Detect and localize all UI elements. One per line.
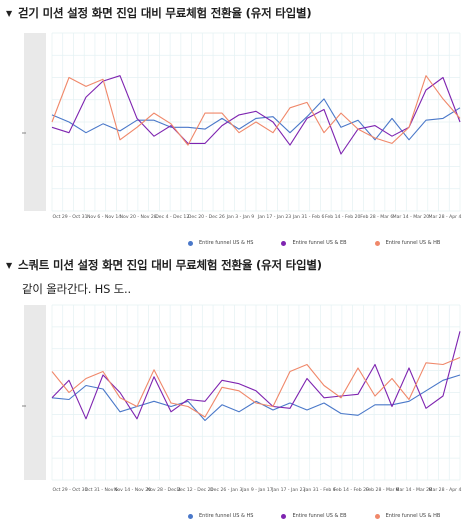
x-tick-label: Feb 28 - Mar 6	[366, 487, 399, 493]
chart-legend: Entire funnel US & HS Entire funnel US &…	[188, 240, 440, 246]
series-line-1	[51, 374, 461, 422]
x-tick-label: Dec 12 - Dec 20	[177, 487, 214, 493]
x-tick-label: Mar 14 - Mar 20	[395, 487, 432, 493]
legend-dot-hs	[188, 513, 193, 519]
legend-dot-hb	[374, 513, 380, 519]
y-axis-panel	[24, 305, 46, 480]
section-note: 같이 올라간다. HS 도..	[22, 282, 131, 296]
x-tick-label: Jan 31 - Feb 6	[292, 214, 325, 220]
x-tick-label: Mar 28 - Apr 4	[429, 214, 462, 220]
legend-item-hs[interactable]: Entire funnel US & HS	[188, 240, 253, 246]
legend-item-eb[interactable]: Entire funnel US & EB	[281, 513, 347, 519]
x-tick-label: Nov 6 - Nov 14	[87, 214, 121, 220]
collapse-triangle-icon[interactable]: ▼	[6, 8, 12, 18]
x-tick-label: Nov 14 - Nov 20	[114, 487, 151, 493]
legend-dot-eb	[281, 513, 287, 519]
section-title-text: 걷기 미션 설정 화면 진입 대비 무료체험 전환율 (유저 타입별)	[18, 6, 312, 20]
legend-label-eb: Entire funnel US & EB	[292, 513, 347, 519]
chart-squat-conversion: Oct 29 - Oct 31 Oct 31 - Nov 6 Nov 14 - No…	[22, 300, 468, 526]
legend-dot-hb	[374, 240, 380, 246]
legend-label-eb: Entire funnel US & EB	[292, 240, 347, 246]
section-title-text: 스쿼트 미션 설정 화면 진입 대비 무료체험 전환율 (유저 타입별)	[18, 258, 322, 272]
x-tick-label: Dec 4 - Dec 12	[155, 214, 189, 220]
x-tick-label: Jan 17 - Jan 23	[257, 214, 291, 220]
x-tick-label: Mar 28 - Apr 4	[429, 487, 462, 493]
legend-item-hb[interactable]: Entire funnel US & HB	[374, 513, 441, 519]
legend-dot-eb	[281, 240, 287, 246]
x-tick-label: Dec 26 - Jan 3	[210, 487, 242, 493]
legend-item-eb[interactable]: Entire funnel US & EB	[281, 240, 347, 246]
x-tick-label: Jan 3 - Jan 9	[226, 214, 255, 220]
x-tick-label: Feb 14 - Feb 20	[334, 487, 370, 493]
series-line-3	[51, 75, 461, 146]
series-line-1	[51, 98, 461, 141]
x-tick-label: Nov 20 - Nov 28	[120, 214, 157, 220]
chart-walking-conversion: Oct 29 - Oct 31 Nov 6 - Nov 14 Nov 20 - No…	[22, 28, 468, 253]
x-tick-label: Jan 9 - Jan 17	[241, 487, 273, 493]
legend-label-hs: Entire funnel US & HS	[199, 240, 254, 246]
section-title-squat[interactable]: ▼ 스쿼트 미션 설정 화면 진입 대비 무료체험 전환율 (유저 타입별)	[6, 257, 322, 273]
series-line-2	[51, 331, 461, 420]
x-tick-label: Jan 31 - Feb 6	[303, 487, 336, 493]
x-tick-label: Feb 28 - Mar 6	[360, 214, 393, 220]
legend-item-hs[interactable]: Entire funnel US & HS	[188, 513, 253, 519]
series-line-3	[51, 356, 461, 418]
chart-legend: Entire funnel US & HS Entire funnel US &…	[188, 513, 440, 519]
legend-item-hb[interactable]: Entire funnel US & HB	[374, 240, 441, 246]
x-tick-label: Feb 14 - Feb 20	[325, 214, 361, 220]
x-tick-label: Oct 29 - Oct 31	[52, 214, 87, 220]
series-line-2	[51, 75, 461, 155]
x-tick-label: Dec 20 - Dec 26	[188, 214, 225, 220]
x-tick-label: Oct 29 - Oct 31	[52, 487, 87, 493]
legend-dot-hs	[188, 240, 193, 246]
section-title-walking[interactable]: ▼ 걷기 미션 설정 화면 진입 대비 무료체험 전환율 (유저 타입별)	[6, 5, 312, 21]
y-axis-panel	[24, 33, 46, 211]
legend-label-hb: Entire funnel US & HB	[385, 513, 441, 519]
legend-label-hb: Entire funnel US & HB	[385, 240, 441, 246]
x-tick-label: Oct 31 - Nov 6	[85, 487, 118, 493]
x-tick-label: Nov 28 - Dec 4	[147, 487, 181, 493]
legend-label-hs: Entire funnel US & HS	[199, 513, 254, 519]
collapse-triangle-icon[interactable]: ▼	[6, 260, 12, 270]
x-tick-label: Mar 14 - Mar 20	[393, 214, 430, 220]
x-tick-label: Jan 17 - Jan 23	[271, 487, 305, 493]
